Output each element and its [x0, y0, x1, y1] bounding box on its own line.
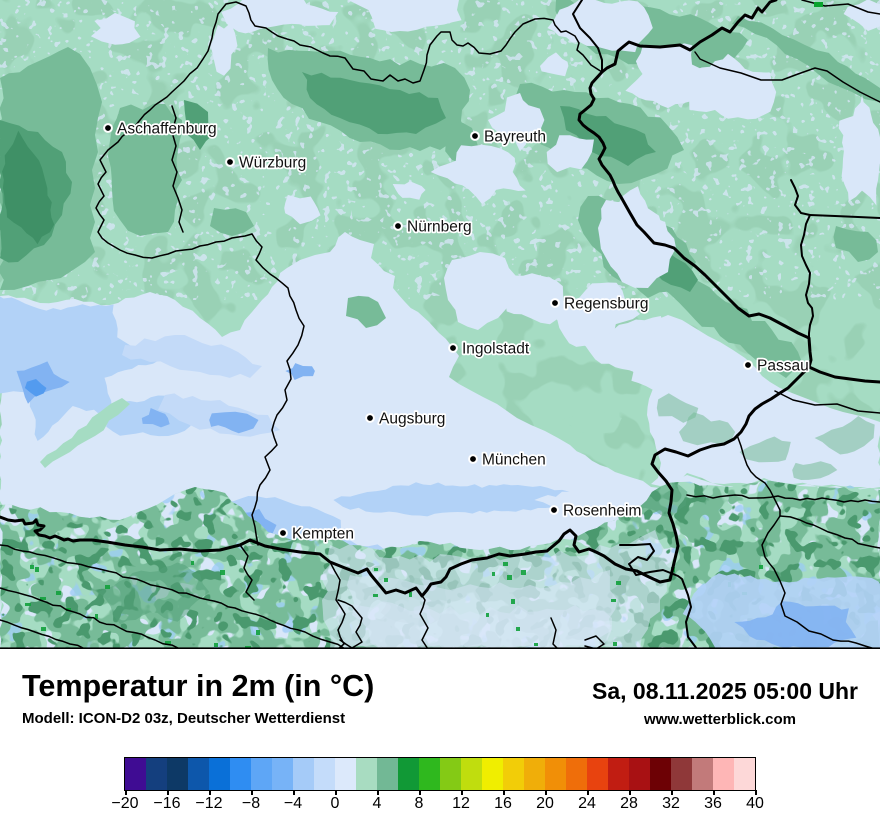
- svg-text:Ingolstadt: Ingolstadt: [462, 341, 530, 358]
- svg-text:München: München: [482, 452, 546, 469]
- svg-text:Bayreuth: Bayreuth: [484, 129, 546, 146]
- svg-text:Aschaffenburg: Aschaffenburg: [117, 121, 217, 138]
- svg-text:Rosenheim: Rosenheim: [563, 503, 641, 520]
- svg-text:Passau: Passau: [757, 358, 809, 375]
- svg-text:Kempten: Kempten: [292, 526, 354, 543]
- svg-text:Nürnberg: Nürnberg: [407, 219, 472, 236]
- svg-text:Augsburg: Augsburg: [379, 411, 445, 428]
- svg-text:Regensburg: Regensburg: [564, 296, 648, 313]
- svg-text:Würzburg: Würzburg: [239, 155, 306, 172]
